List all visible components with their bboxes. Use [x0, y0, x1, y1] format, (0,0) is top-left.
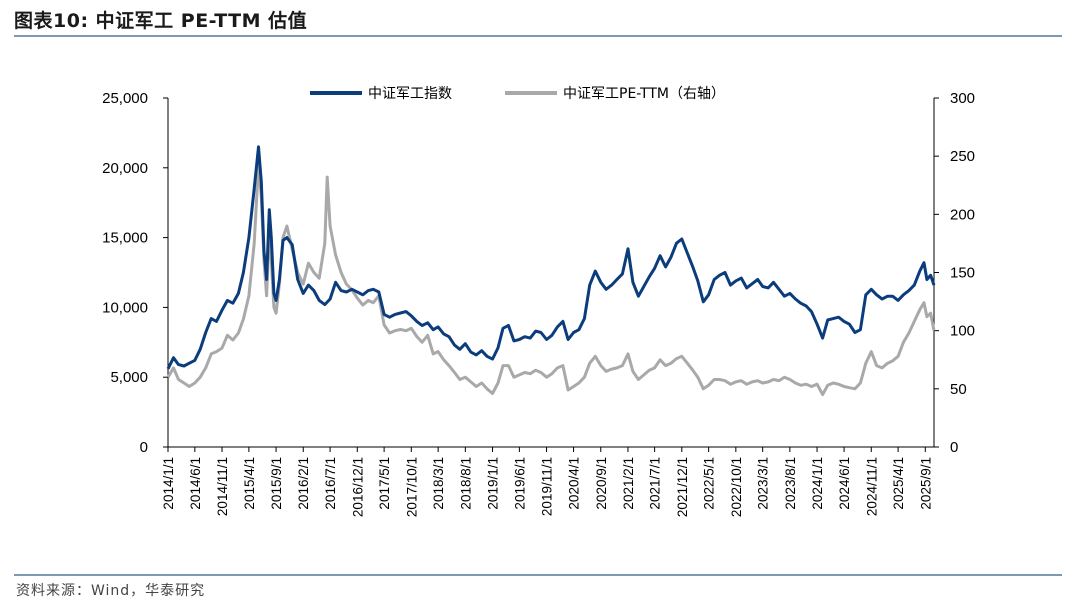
x-tick-label: 2019/11/1 [540, 457, 555, 516]
x-tick-label: 2021/2/1 [621, 457, 636, 510]
x-tick-label: 2014/1/1 [161, 457, 176, 510]
x-tick-label: 2015/9/1 [269, 457, 284, 510]
x-tick-label: 2019/6/1 [512, 457, 527, 510]
y-right-tick-label: 250 [950, 148, 975, 165]
x-tick-label: 2024/11/1 [864, 457, 879, 516]
x-tick-label: 2025/9/1 [918, 457, 933, 510]
x-tick-label: 2022/5/1 [702, 457, 717, 510]
x-tick-label: 2014/6/1 [188, 457, 203, 510]
y-left-tick-label: 5,000 [110, 369, 148, 386]
footer-divider [14, 574, 1062, 576]
x-tick-label: 2023/3/1 [756, 457, 771, 510]
y-left-tick-label: 0 [140, 439, 148, 456]
y-left-tick-label: 15,000 [102, 230, 148, 247]
x-tick-label: 2016/2/1 [296, 457, 311, 510]
y-left-tick-label: 25,000 [102, 90, 148, 107]
x-tick-label: 2018/8/1 [458, 457, 473, 510]
x-tick-label: 2022/10/1 [729, 457, 744, 517]
x-tick-label: 2021/7/1 [648, 457, 663, 510]
x-tick-label: 2021/12/1 [675, 457, 690, 517]
legend-item-pe-ttm-label: 中证军工PE-TTM（右轴） [563, 86, 725, 102]
x-tick-label: 2025/4/1 [891, 457, 906, 510]
y-left-tick-label: 10,000 [102, 299, 148, 316]
x-tick-label: 2023/8/1 [783, 457, 798, 510]
y-right-tick-label: 100 [950, 323, 975, 340]
x-tick-label: 2017/5/1 [377, 457, 392, 510]
chart-axes: 0 5,000 10,000 15,000 20,000 25,000 0 50 100 150 2… [102, 90, 975, 517]
x-tick-label: 2014/11/1 [215, 457, 230, 516]
x-tick-label: 2016/12/1 [350, 457, 365, 517]
figure-title: 图表10: 中证军工 PE-TTM 估值 [14, 10, 308, 32]
x-tick-label: 2024/6/1 [837, 457, 852, 510]
x-tick-label: 2015/4/1 [242, 457, 257, 510]
y-right-tick-label: 0 [950, 439, 958, 456]
x-tick-label: 2019/1/1 [486, 457, 501, 510]
y-right-tick-label: 200 [950, 206, 975, 223]
series-line-index [166, 145, 936, 370]
x-tick-label: 2020/9/1 [594, 457, 609, 510]
chart-legend: 中证军工指数 中证军工PE-TTM（右轴） [310, 86, 725, 102]
y-right-tick-label: 150 [950, 265, 975, 282]
x-tick-label: 2018/3/1 [431, 457, 446, 510]
chart-lines [166, 145, 936, 397]
legend-item-index-label: 中证军工指数 [368, 86, 452, 102]
x-tick-label: 2017/10/1 [404, 457, 419, 517]
x-tick-label: 2024/1/1 [810, 457, 825, 510]
x-tick-label: 2016/7/1 [323, 457, 338, 510]
y-left-tick-label: 20,000 [102, 160, 148, 177]
y-right-tick-label: 50 [950, 381, 967, 398]
header-divider [14, 35, 1062, 37]
y-right-tick-label: 300 [950, 90, 975, 107]
x-tick-label: 2020/4/1 [567, 457, 582, 510]
source-note: 资料来源：Wind，华泰研究 [16, 583, 206, 599]
series-line-pe-ttm [166, 162, 936, 397]
